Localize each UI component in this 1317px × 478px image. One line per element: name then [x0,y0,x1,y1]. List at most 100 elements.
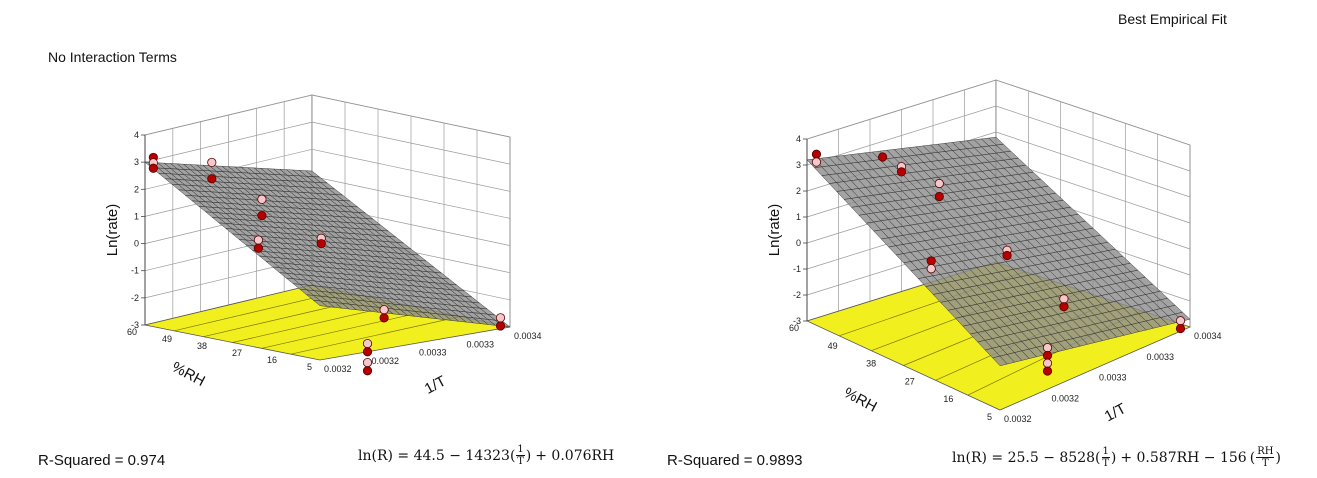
data-point [1042,350,1053,361]
grid-line [144,121,511,165]
z-tick-label: -2 [793,290,801,300]
z-tick-label: 2 [134,184,139,194]
rh-axis-label: %RH [841,384,880,415]
equation-left: ln(R) = 44.5 − 14323 (1 T) + 0.076RH [358,444,615,467]
floor-contour [261,309,431,349]
data-point [362,347,373,357]
r-squared-label-left: R-Squared = 0.974 [38,452,166,469]
equation-right-lhs: ln(R) = 25.5 − 8528 [952,449,1096,466]
chart-title: Best Empirical Fit [1118,11,1227,27]
z-axis-label: Ln(rate) [104,204,121,257]
z-tick-label: 3 [134,157,139,167]
data-point [362,339,373,349]
invT-tick-label: 0.0032 [1004,414,1032,424]
data-point [362,358,373,368]
invT-tick-label: 0.0033 [467,339,495,349]
invT-tick-label: 0.0032 [372,356,400,366]
data-point [257,210,267,221]
data-point [1175,323,1186,334]
data-point [934,178,944,189]
data-point [811,157,822,167]
data-point [1175,316,1186,326]
data-point [207,174,217,184]
rh-tick-label: 27 [232,348,242,358]
z-tick-label: -3 [793,316,801,326]
z-axis-label: Ln(rate) [766,204,783,257]
z-tick-label: -1 [131,266,139,276]
rh-tick-label: 38 [197,341,207,351]
rh-tick-label: 38 [866,359,876,369]
rh-tick-label: 60 [127,327,137,337]
rh-tick-label: 60 [789,323,799,333]
r-squared-label-right: R-Squared = 0.9893 [667,452,803,469]
data-point [1042,358,1053,368]
data-point [362,366,373,376]
data-point [1002,250,1012,261]
invT-tick-label: 0.0034 [1194,331,1222,341]
data-point [1059,294,1069,304]
invT-tick-label: 0.0032 [324,364,352,374]
z-tick-label: 1 [796,212,801,222]
rh-tick-label: 16 [943,394,953,404]
data-point [207,157,217,168]
invT-tick-label: 0.0032 [1052,393,1080,403]
chart-title: No Interaction Terms [48,49,177,65]
data-point [934,191,944,202]
data-point [495,313,506,323]
z-tick-label: 4 [134,130,139,140]
fitted-surface [806,136,1191,367]
data-point [316,239,326,249]
z-tick-label: 2 [796,186,801,196]
rh-tick-label: 27 [905,376,915,386]
data-point [811,149,822,159]
data-point [877,152,888,162]
equation-left-tail: + 0.076RH [535,447,615,464]
invT-tick-label: 0.0033 [419,348,447,358]
data-point [896,167,907,177]
data-point [926,264,936,274]
data-point [1042,343,1053,353]
rh-tick-label: 49 [828,341,838,351]
equation-right: ln(R) = 25.5 − 8528 (1 T) + 0.587RH − 156… [952,446,1281,469]
invT-axis-label: 1/T [1102,400,1129,425]
invT-tick-label: 0.0033 [1147,352,1175,362]
data-point [495,321,506,331]
invT-tick-label: 0.0033 [1099,373,1127,383]
z-tick-label: 4 [796,134,801,144]
chart-1: 4 3 2 1 0 -1 -2 -360 49 38 27 16 5 0.0032 0.0032 0.0033… [48,49,542,398]
rh-axis-label: %RH [169,359,208,390]
invT-tick-label: 0.0034 [514,331,542,341]
floor-contour [290,316,461,355]
z-tick-label: -1 [793,264,801,274]
equation-left-lhs: ln(R) = 44.5 − 14323 [358,447,510,464]
data-point [148,163,158,173]
data-point [253,235,264,245]
chart-2: 4 3 2 1 0 -1 -2 -360 49 38 27 16 5 0.0032 0.0032 0.0033… [766,11,1227,425]
z-tick-label: 0 [796,238,801,248]
data-point [1042,366,1053,376]
invT-axis-label: 1/T [422,373,449,398]
z-tick-label: 0 [134,239,139,249]
z-tick-label: 1 [134,211,139,221]
data-point [379,305,389,315]
z-tick-label: -3 [131,320,139,330]
equation-right-frac2: RH T [1256,446,1275,469]
rh-tick-label: 16 [267,355,277,365]
rh-tick-label: 5 [987,412,992,422]
data-point [1059,302,1069,312]
z-tick-label: -2 [131,293,139,303]
data-point [253,243,264,253]
grid-line [806,105,1191,172]
rh-tick-label: 49 [162,334,172,344]
z-tick-label: 3 [796,160,801,170]
grid-line [806,79,1191,146]
grid-line [144,94,511,138]
data-point [379,313,389,323]
data-point [926,256,936,266]
rh-tick-label: 5 [307,362,312,372]
data-point [257,194,267,204]
equation-right-tail: + 0.587RH − 156 [1120,449,1247,466]
